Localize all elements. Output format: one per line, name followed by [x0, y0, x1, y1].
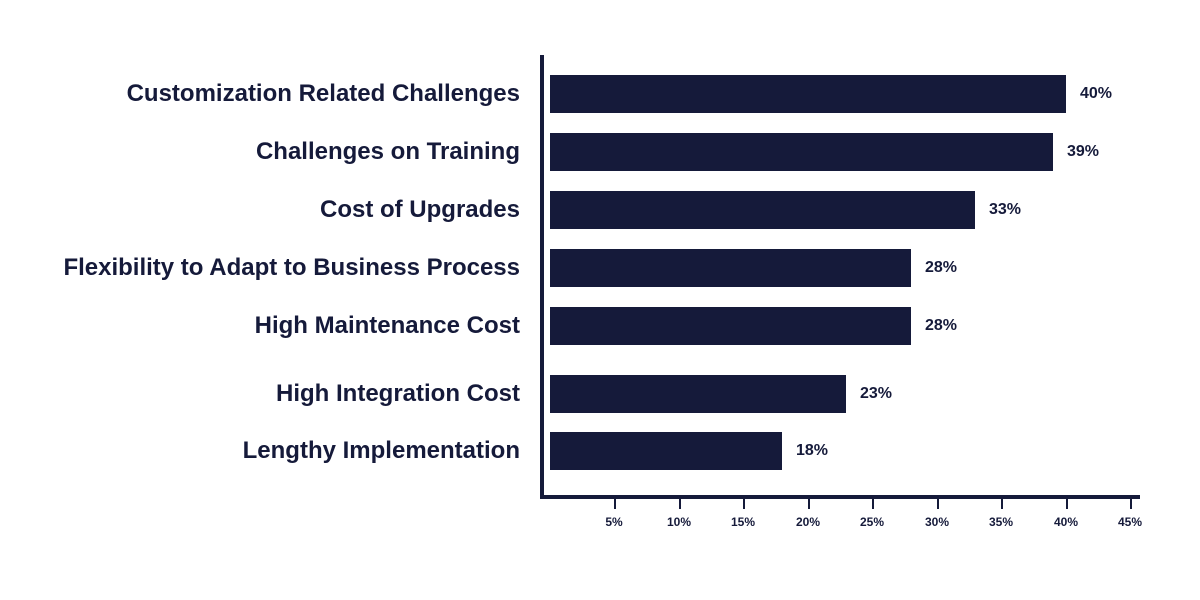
- x-axis-line: [540, 495, 1140, 499]
- x-tick-label: 45%: [1118, 515, 1142, 529]
- bar-row: High Integration Cost 23%: [0, 375, 1200, 413]
- category-label: Flexibility to Adapt to Business Process: [0, 254, 540, 283]
- bar-area: [550, 75, 1066, 113]
- x-tick: [614, 499, 616, 509]
- bar-area: [550, 432, 782, 470]
- value-label: 33%: [989, 201, 1021, 219]
- x-tick-label: 30%: [925, 515, 949, 529]
- bar-area: [550, 133, 1053, 171]
- value-label: 40%: [1080, 85, 1112, 103]
- x-tick: [872, 499, 874, 509]
- bar: [550, 249, 911, 287]
- x-tick-label: 40%: [1054, 515, 1078, 529]
- value-label: 28%: [925, 317, 957, 335]
- bar-area: [550, 375, 846, 413]
- bar: [550, 75, 1066, 113]
- bar-row: Challenges on Training 39%: [0, 133, 1200, 171]
- bar: [550, 375, 846, 413]
- x-tick-label: 10%: [667, 515, 691, 529]
- bar-area: [550, 249, 911, 287]
- bar: [550, 307, 911, 345]
- x-tick-label: 25%: [860, 515, 884, 529]
- x-tick-label: 20%: [796, 515, 820, 529]
- chart-container: Customization Related Challenges 40% Cha…: [0, 0, 1200, 600]
- category-label: Cost of Upgrades: [0, 196, 540, 225]
- x-tick: [1001, 499, 1003, 509]
- category-label: Customization Related Challenges: [0, 80, 540, 109]
- bar: [550, 133, 1053, 171]
- category-label: Challenges on Training: [0, 138, 540, 167]
- bar-area: [550, 191, 975, 229]
- x-tick-label: 35%: [989, 515, 1013, 529]
- x-tick: [937, 499, 939, 509]
- bar-row: High Maintenance Cost 28%: [0, 307, 1200, 345]
- value-label: 23%: [860, 385, 892, 403]
- x-tick: [1066, 499, 1068, 509]
- bar-area: [550, 307, 911, 345]
- category-label: High Maintenance Cost: [0, 312, 540, 341]
- bar-row: Lengthy Implementation 18%: [0, 432, 1200, 470]
- value-label: 28%: [925, 259, 957, 277]
- x-tick: [679, 499, 681, 509]
- bar-row: Customization Related Challenges 40%: [0, 75, 1200, 113]
- x-tick-label: 5%: [605, 515, 622, 529]
- x-tick: [808, 499, 810, 509]
- x-tick-label: 15%: [731, 515, 755, 529]
- bar-row: Cost of Upgrades 33%: [0, 191, 1200, 229]
- value-label: 18%: [796, 442, 828, 460]
- category-label: High Integration Cost: [0, 380, 540, 409]
- bar: [550, 191, 975, 229]
- category-label: Lengthy Implementation: [0, 437, 540, 466]
- x-tick: [743, 499, 745, 509]
- bar-row: Flexibility to Adapt to Business Process…: [0, 249, 1200, 287]
- value-label: 39%: [1067, 143, 1099, 161]
- bar: [550, 432, 782, 470]
- x-tick: [1130, 499, 1132, 509]
